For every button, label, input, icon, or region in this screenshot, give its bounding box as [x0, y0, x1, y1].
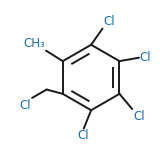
Text: Cl: Cl: [103, 15, 115, 28]
Text: Cl: Cl: [77, 129, 89, 142]
Text: Cl: Cl: [19, 99, 31, 112]
Text: CH₃: CH₃: [23, 37, 45, 50]
Text: Cl: Cl: [140, 51, 151, 64]
Text: Cl: Cl: [133, 110, 145, 123]
